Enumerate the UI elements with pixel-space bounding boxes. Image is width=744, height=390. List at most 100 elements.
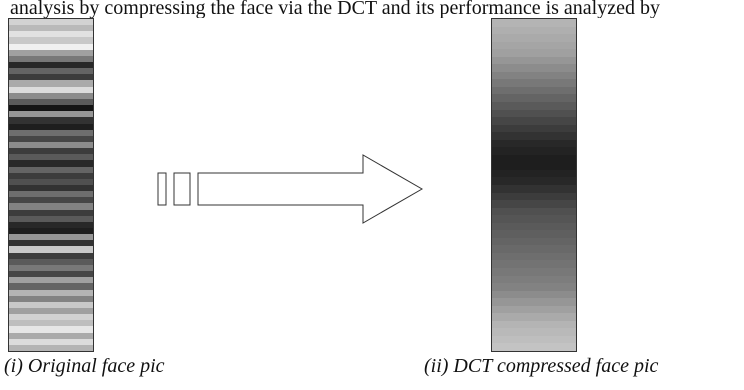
compressed-strip-band bbox=[492, 124, 576, 134]
original-strip-band bbox=[9, 111, 93, 120]
original-strip-band bbox=[9, 252, 93, 261]
compressed-strip-band bbox=[492, 230, 576, 240]
compressed-strip-band bbox=[492, 237, 576, 247]
compressed-strip-band bbox=[492, 139, 576, 149]
compressed-strip-band bbox=[492, 41, 576, 51]
compressed-strip-band bbox=[492, 102, 576, 111]
original-strip-band bbox=[9, 172, 93, 181]
compressed-strip-band bbox=[492, 94, 576, 104]
compressed-strip-band bbox=[492, 79, 576, 89]
original-strip-band bbox=[9, 314, 93, 323]
original-strip-band bbox=[9, 326, 93, 335]
compressed-strip-band bbox=[492, 207, 576, 217]
caption-original: (i) Original face pic bbox=[4, 355, 165, 377]
original-strip-band bbox=[9, 344, 93, 351]
original-strip-band bbox=[9, 98, 93, 107]
original-strip-band bbox=[9, 49, 93, 58]
original-strip-band bbox=[9, 332, 93, 341]
original-strip-band bbox=[9, 221, 93, 230]
original-strip-band bbox=[9, 55, 93, 64]
compressed-strip-band bbox=[492, 26, 576, 36]
original-strip-band bbox=[9, 74, 93, 83]
original-strip-band bbox=[9, 258, 93, 267]
original-strip-band bbox=[9, 203, 93, 212]
compressed-strip-band bbox=[492, 86, 576, 96]
compressed-strip-band bbox=[492, 162, 576, 172]
original-strip-band bbox=[9, 228, 93, 237]
compressed-strip-band bbox=[492, 192, 576, 202]
compressed-strip-band bbox=[492, 268, 576, 277]
original-strip-band bbox=[9, 215, 93, 224]
original-strip-band bbox=[9, 320, 93, 329]
original-strip-band bbox=[9, 31, 93, 40]
caption-compressed: (ii) DCT compressed face pic bbox=[424, 355, 659, 377]
compressed-strip-band bbox=[492, 34, 576, 44]
arrow-graphic bbox=[157, 154, 424, 224]
original-strip-band bbox=[9, 105, 93, 114]
original-face-strip bbox=[8, 18, 94, 352]
compressed-strip-band bbox=[492, 275, 576, 285]
compressed-strip-band bbox=[492, 109, 576, 119]
original-strip-band bbox=[9, 62, 93, 71]
compressed-strip-band bbox=[492, 335, 576, 345]
original-strip-band bbox=[9, 234, 93, 243]
original-strip-band bbox=[9, 148, 93, 157]
original-strip-band bbox=[9, 240, 93, 249]
original-strip-band bbox=[9, 295, 93, 304]
compressed-strip-band bbox=[492, 200, 576, 210]
compressed-strip-band bbox=[492, 343, 576, 351]
original-strip-band bbox=[9, 154, 93, 163]
original-strip-band bbox=[9, 86, 93, 95]
original-strip-band bbox=[9, 43, 93, 52]
original-strip-band bbox=[9, 301, 93, 310]
original-strip-band bbox=[9, 178, 93, 187]
original-strip-band bbox=[9, 129, 93, 138]
compressed-strip-band bbox=[492, 169, 576, 179]
original-strip-band bbox=[9, 68, 93, 77]
original-strip-band bbox=[9, 185, 93, 193]
compressed-strip-band bbox=[492, 305, 576, 315]
original-strip-band bbox=[9, 117, 93, 126]
compressed-strip-band bbox=[492, 222, 576, 232]
compressed-strip-band bbox=[492, 185, 576, 194]
arrow-tail-segment-1 bbox=[157, 172, 167, 206]
compressed-strip-band bbox=[492, 64, 576, 74]
compressed-strip-band bbox=[492, 147, 576, 157]
original-strip-band bbox=[9, 166, 93, 175]
arrow bbox=[150, 150, 430, 230]
original-strip-band bbox=[9, 277, 93, 286]
compressed-strip-band bbox=[492, 215, 576, 225]
original-strip-band bbox=[9, 92, 93, 101]
original-strip-band bbox=[9, 246, 93, 255]
original-strip-band bbox=[9, 135, 93, 144]
compressed-strip-band bbox=[492, 56, 576, 66]
compressed-strip-band bbox=[492, 290, 576, 300]
original-strip-band bbox=[9, 80, 93, 89]
compressed-strip-band bbox=[492, 283, 576, 293]
original-strip-band bbox=[9, 37, 93, 46]
dct-compressed-face-strip bbox=[491, 18, 577, 352]
original-strip-band bbox=[9, 141, 93, 150]
original-strip-band bbox=[9, 289, 93, 298]
original-strip-band bbox=[9, 191, 93, 200]
original-strip-band bbox=[9, 271, 93, 280]
compressed-strip-band bbox=[492, 252, 576, 262]
original-strip-band bbox=[9, 25, 93, 34]
compressed-strip-band bbox=[492, 313, 576, 323]
original-strip-band bbox=[9, 19, 93, 27]
original-strip-band bbox=[9, 160, 93, 169]
compressed-strip-band bbox=[492, 320, 576, 330]
compressed-strip-band bbox=[492, 71, 576, 81]
original-strip-band bbox=[9, 307, 93, 316]
compressed-strip-band bbox=[492, 245, 576, 255]
original-strip-band bbox=[9, 264, 93, 273]
arrow-tail-segment-2 bbox=[173, 172, 191, 206]
compressed-strip-band bbox=[492, 177, 576, 187]
original-strip-band bbox=[9, 338, 93, 347]
original-strip-band bbox=[9, 283, 93, 292]
original-strip-band bbox=[9, 197, 93, 206]
compressed-strip-band bbox=[492, 117, 576, 127]
compressed-strip-band bbox=[492, 19, 576, 28]
compressed-strip-band bbox=[492, 298, 576, 308]
compressed-strip-band bbox=[492, 260, 576, 270]
